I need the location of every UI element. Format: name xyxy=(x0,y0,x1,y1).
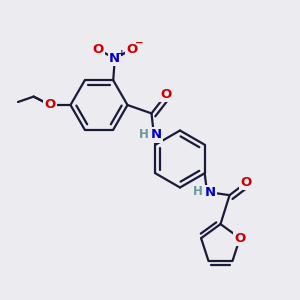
Text: O: O xyxy=(126,43,137,56)
Text: O: O xyxy=(92,43,104,56)
Text: O: O xyxy=(234,232,245,245)
Text: N: N xyxy=(109,52,120,65)
Text: O: O xyxy=(160,88,172,101)
Text: −: − xyxy=(135,38,143,47)
Text: H: H xyxy=(193,185,203,198)
Text: H: H xyxy=(140,128,149,141)
Text: N: N xyxy=(151,128,162,142)
Text: O: O xyxy=(241,176,252,189)
Text: +: + xyxy=(118,49,126,58)
Text: N: N xyxy=(205,186,216,199)
Text: O: O xyxy=(44,98,56,112)
